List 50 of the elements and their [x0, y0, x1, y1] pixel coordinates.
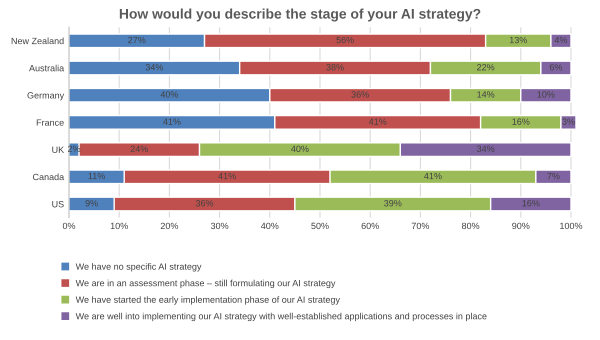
data-label: 34% [146, 64, 164, 70]
data-label: 40% [291, 146, 309, 152]
y-tick-label: Canada [32, 174, 64, 180]
data-label: 16% [522, 200, 540, 206]
data-label: 27% [128, 36, 146, 44]
chart-title: How would you describe the stage of your AI strategy? [120, 8, 480, 22]
data-label: 40% [160, 91, 178, 98]
x-tick-label: 90% [512, 222, 530, 230]
data-label: 11% [88, 172, 105, 180]
data-label: 13% [510, 36, 527, 44]
x-tick-label: 40% [260, 222, 279, 230]
data-label: 41% [163, 118, 181, 125]
data-label: 9% [85, 200, 98, 206]
data-label: 6% [550, 64, 562, 70]
data-label: 3% [562, 118, 575, 125]
data-label: 56% [336, 36, 354, 44]
data-label: 4% [554, 36, 568, 44]
data-label: 34% [476, 146, 494, 152]
y-tick-label: New Zealand [12, 38, 64, 44]
y-tick-label: UK [52, 146, 64, 153]
data-label: 7% [547, 172, 560, 180]
x-tick-label: 10% [110, 222, 128, 230]
data-label: 41% [368, 118, 386, 125]
x-tick-label: 80% [462, 222, 480, 230]
x-tick-label: 100% [560, 222, 582, 230]
legend-label: We are in an assessment phase – still formulating our AI strategy [76, 280, 336, 288]
legend-label: We are well into implementing our AI strategy with well-established applications and processes in place [76, 312, 487, 322]
data-label: 14% [477, 91, 494, 98]
x-tick-label: 60% [362, 222, 379, 230]
data-label: 41% [424, 172, 442, 180]
x-tick-label: 0% [62, 222, 76, 230]
legend-label: We have started the early implementation phase of our AI strategy [76, 296, 340, 305]
data-label: 24% [130, 146, 148, 152]
data-label: 38% [326, 64, 344, 70]
y-tick-label: France [36, 119, 64, 126]
y-tick-label: Germany [27, 92, 64, 100]
data-label: 41% [218, 172, 236, 180]
x-tick-label: 20% [160, 222, 178, 230]
x-tick-label: 70% [412, 222, 430, 230]
data-label: 10% [538, 91, 555, 98]
x-tick-label: 30% [210, 222, 228, 230]
data-label: 16% [512, 118, 530, 125]
data-label: 22% [477, 64, 494, 70]
legend-label: We have no specific AI strategy [76, 263, 202, 272]
y-tick-label: Australia [29, 64, 64, 72]
data-label: 36% [196, 200, 214, 206]
data-label: 36% [351, 91, 369, 98]
y-tick-label: US [52, 200, 64, 208]
x-tick-label: 50% [311, 222, 329, 230]
data-label: 39% [384, 200, 402, 206]
